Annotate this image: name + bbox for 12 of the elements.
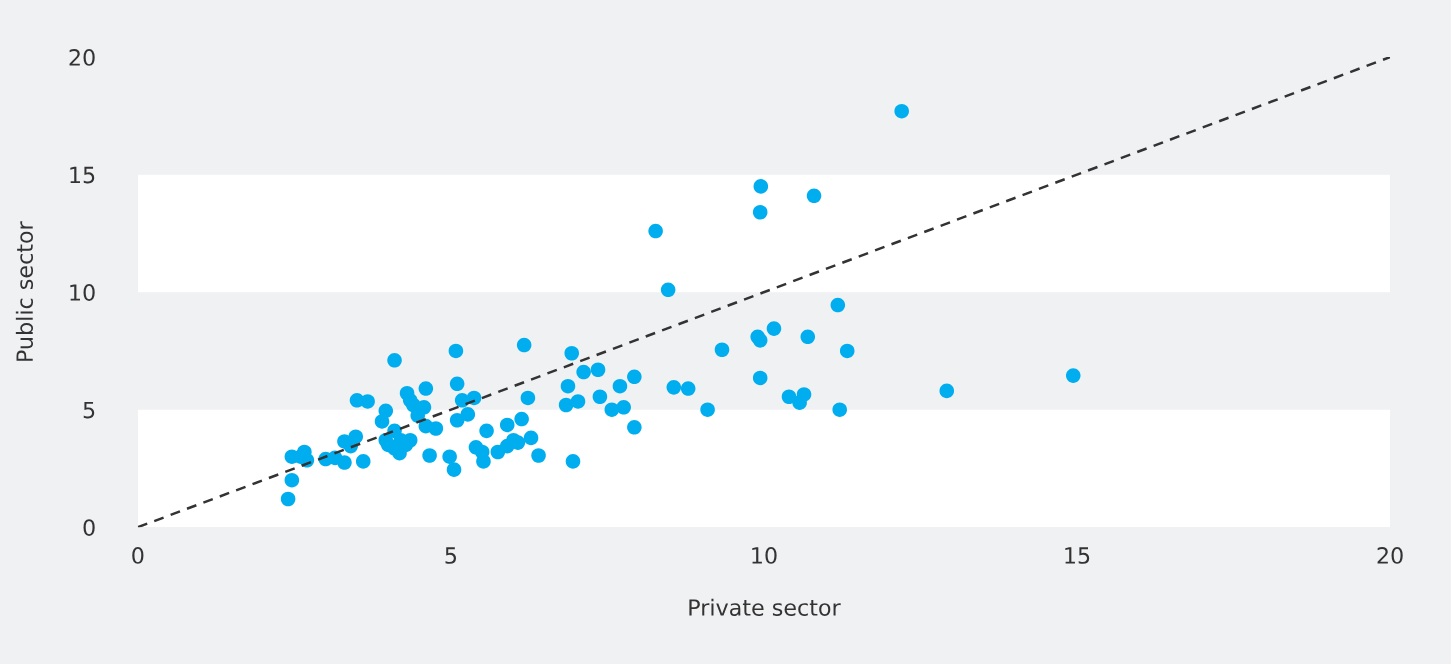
x-tick-label: 5 [445,547,457,564]
y-tick-label: 10 [70,284,95,301]
y-tick-label: 0 [83,519,95,536]
x-axis-title: Private sector [689,598,841,616]
x-tick-label: 15 [1065,547,1090,564]
x-tick-label: 10 [752,547,777,564]
y-tick-label: 15 [70,166,95,184]
y-tick-label: 20 [69,49,95,66]
y-tick-label: 5 [83,401,95,419]
y-axis-title: Public sector [15,221,34,361]
x-tick-label: 0 [132,547,144,564]
x-tick-label: 20 [1377,547,1403,564]
